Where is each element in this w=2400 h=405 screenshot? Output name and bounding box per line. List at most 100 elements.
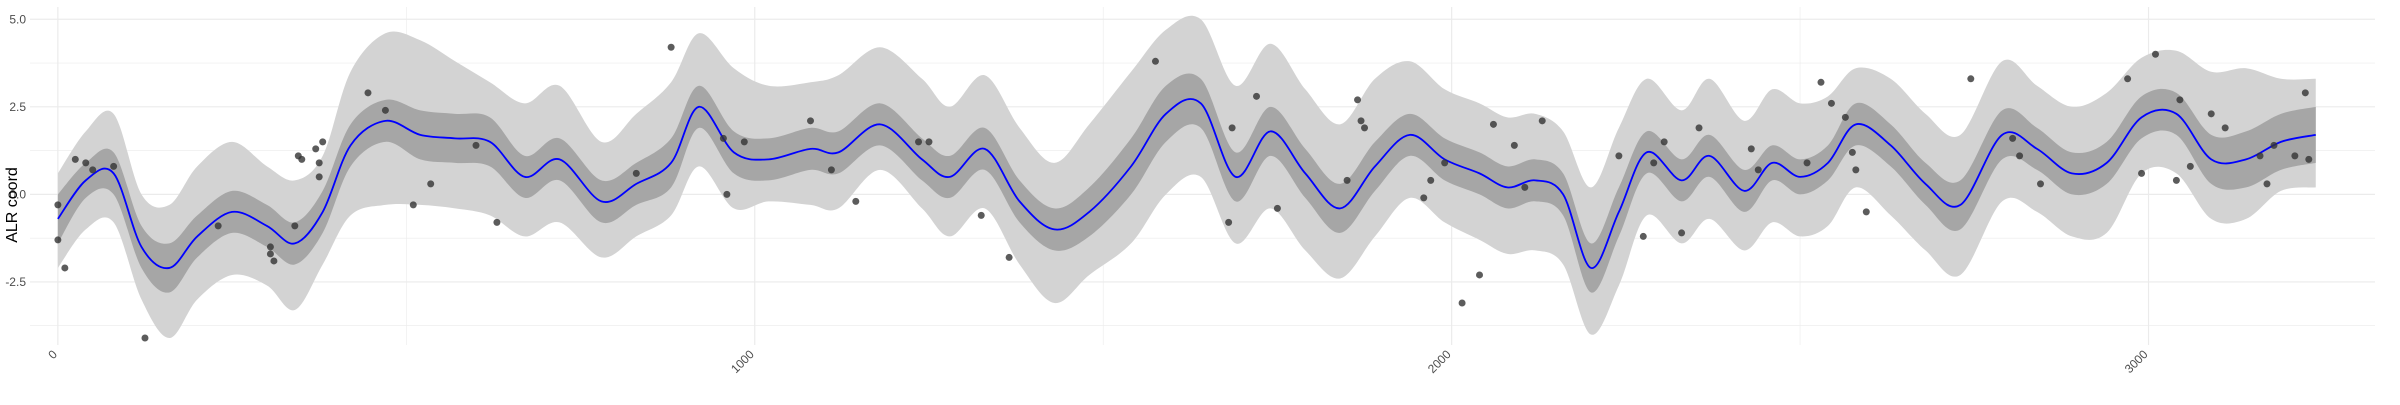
x-tick-label: 0 bbox=[45, 347, 60, 362]
data-point bbox=[1538, 117, 1546, 125]
data-point bbox=[1005, 253, 1013, 261]
data-point bbox=[2186, 162, 2194, 170]
confidence-bands bbox=[57, 15, 2316, 338]
y-tick-label: 5.0 bbox=[9, 12, 26, 26]
data-point bbox=[110, 162, 118, 170]
x-tick-label: 2000 bbox=[1425, 347, 1454, 376]
data-point bbox=[2263, 180, 2271, 188]
data-point bbox=[1151, 57, 1159, 65]
mean-line-layer bbox=[57, 98, 2316, 270]
x-axis-ticks: 0 1000 2000 3000 bbox=[45, 347, 2150, 376]
data-point bbox=[1441, 159, 1449, 167]
x-tick-label: 1000 bbox=[728, 347, 757, 376]
data-point bbox=[270, 257, 278, 265]
data-point bbox=[2270, 141, 2278, 149]
data-point bbox=[82, 159, 90, 167]
data-point bbox=[472, 141, 480, 149]
data-point bbox=[1678, 229, 1686, 237]
data-point bbox=[1357, 117, 1365, 125]
data-point bbox=[1639, 232, 1647, 240]
data-point bbox=[2016, 152, 2024, 160]
data-point bbox=[141, 334, 149, 342]
data-point bbox=[1228, 124, 1236, 132]
data-point bbox=[2207, 110, 2215, 118]
data-point bbox=[2124, 75, 2132, 83]
data-point bbox=[1521, 183, 1529, 191]
data-point bbox=[319, 138, 327, 146]
y-axis-ticks: -2.5 0.0 2.5 5.0 bbox=[5, 12, 26, 289]
data-point bbox=[291, 222, 299, 230]
data-point bbox=[1967, 75, 1975, 83]
data-point bbox=[1747, 145, 1755, 153]
data-point bbox=[315, 159, 323, 167]
data-point bbox=[2036, 180, 2044, 188]
data-point bbox=[1510, 141, 1518, 149]
data-point bbox=[925, 138, 933, 146]
data-point bbox=[1615, 152, 1623, 160]
data-point bbox=[71, 155, 79, 163]
data-point bbox=[312, 145, 320, 153]
data-point bbox=[719, 134, 727, 142]
y-tick-label: 2.5 bbox=[9, 100, 26, 114]
data-point bbox=[214, 222, 222, 230]
data-point bbox=[2221, 124, 2229, 132]
data-point bbox=[54, 201, 62, 209]
data-point bbox=[1489, 120, 1497, 128]
data-point bbox=[1458, 299, 1466, 307]
data-point bbox=[2138, 169, 2146, 177]
data-point bbox=[1343, 176, 1351, 184]
data-point bbox=[1754, 166, 1762, 174]
data-point bbox=[2256, 152, 2264, 160]
data-point bbox=[427, 180, 435, 188]
data-point bbox=[89, 166, 97, 174]
data-point bbox=[1253, 92, 1261, 100]
data-point bbox=[1841, 113, 1849, 121]
data-point bbox=[2172, 176, 2180, 184]
data-point bbox=[54, 236, 62, 244]
data-point bbox=[1361, 124, 1369, 132]
data-point bbox=[632, 169, 640, 177]
data-point bbox=[1273, 204, 1281, 212]
data-point bbox=[2176, 96, 2184, 104]
data-point bbox=[2151, 50, 2159, 58]
data-point bbox=[381, 106, 389, 114]
mean-line bbox=[57, 98, 2316, 270]
data-point bbox=[1695, 124, 1703, 132]
data-point bbox=[807, 117, 815, 125]
data-point bbox=[1827, 99, 1835, 107]
x-tick-label: 3000 bbox=[2122, 347, 2151, 376]
data-point bbox=[1852, 166, 1860, 174]
data-point bbox=[1420, 194, 1428, 202]
data-point bbox=[2291, 152, 2299, 160]
data-point bbox=[827, 166, 835, 174]
y-tick-label: -2.5 bbox=[5, 275, 26, 289]
data-point bbox=[1427, 176, 1435, 184]
y-axis-label: ALR coord bbox=[4, 167, 21, 243]
data-point bbox=[723, 190, 731, 198]
data-point bbox=[298, 155, 306, 163]
data-point bbox=[493, 218, 501, 226]
data-point bbox=[315, 173, 323, 181]
data-point bbox=[740, 138, 748, 146]
data-point bbox=[1862, 208, 1870, 216]
y-tick-label: 0.0 bbox=[9, 187, 26, 201]
data-point bbox=[1354, 96, 1362, 104]
inner-confidence-band bbox=[57, 73, 2316, 293]
data-point bbox=[915, 138, 923, 146]
data-point bbox=[1817, 78, 1825, 86]
data-point bbox=[977, 211, 985, 219]
data-point bbox=[1660, 138, 1668, 146]
data-point bbox=[1476, 271, 1484, 279]
data-point bbox=[667, 43, 675, 51]
data-point bbox=[364, 89, 372, 97]
data-point bbox=[266, 243, 274, 251]
data-point bbox=[409, 201, 417, 209]
data-point bbox=[61, 264, 69, 272]
data-point bbox=[2305, 155, 2313, 163]
data-point bbox=[1650, 159, 1658, 167]
observation-points bbox=[54, 43, 2313, 342]
data-point bbox=[266, 250, 274, 258]
data-point bbox=[1225, 218, 1233, 226]
